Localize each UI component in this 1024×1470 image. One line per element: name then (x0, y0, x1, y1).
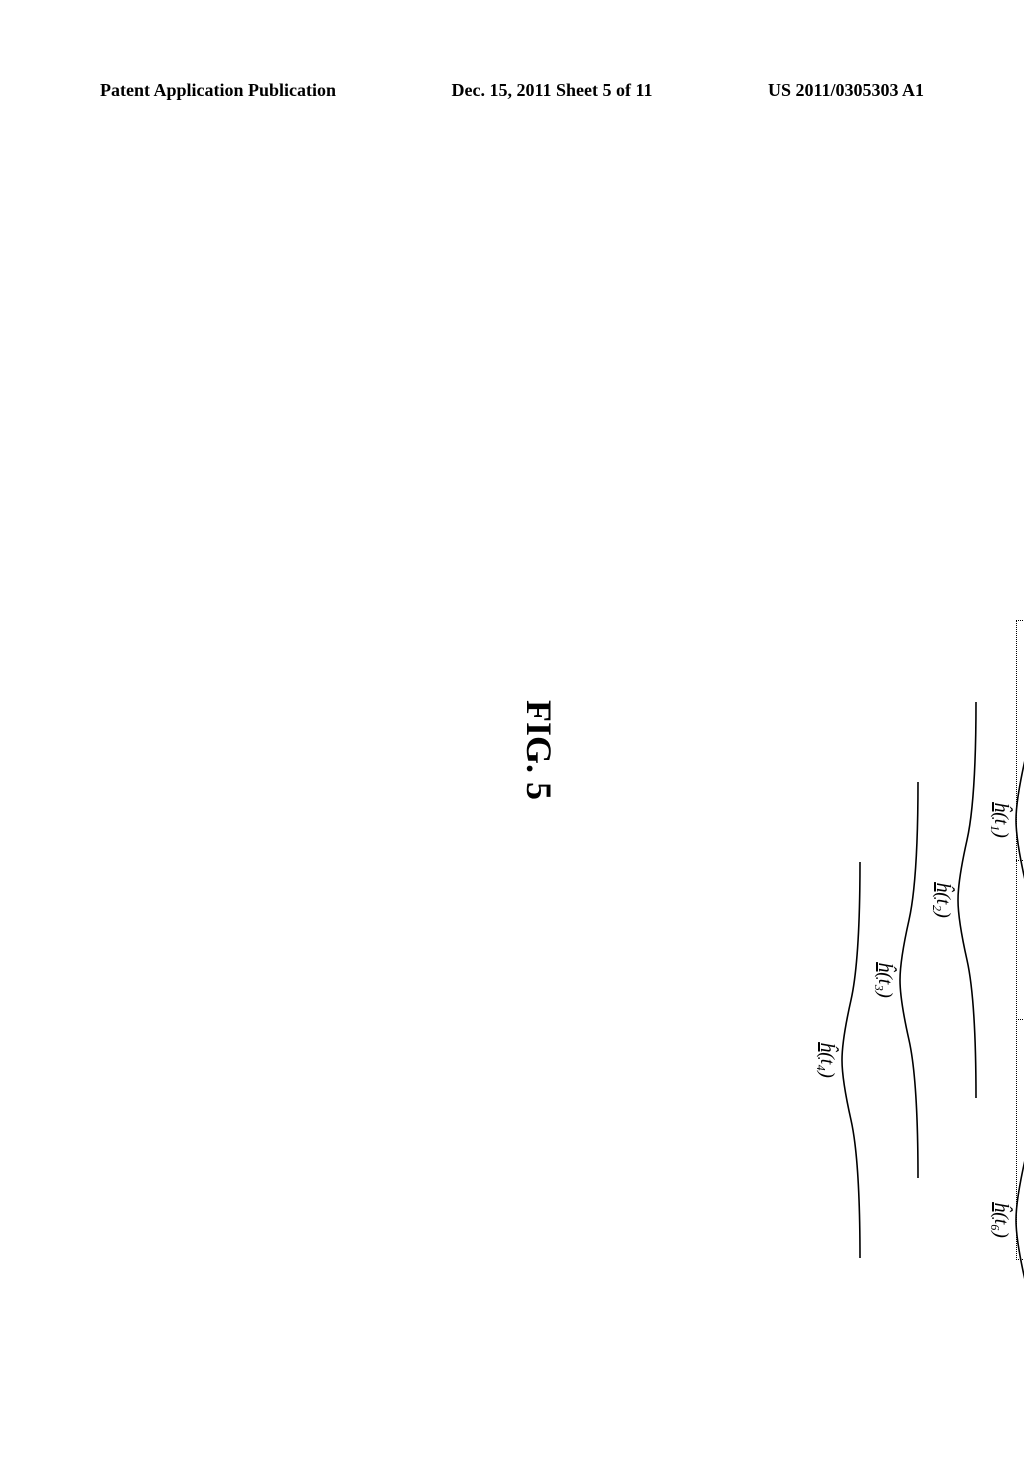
brace-group: ĥ(t₆) (989, 1020, 1024, 1420)
brace-label: ĥ(t₂) (931, 700, 954, 1100)
page-header: Patent Application Publication Dec. 15, … (100, 80, 924, 101)
diagram-canvas: 500 Window 105 Δ=0Δ=1Δ=2Δ=3Δ=4Δ=5Δ=6Δ=7Δ… (650, 540, 1024, 1420)
brace-label: ĥ(t₃) (873, 780, 896, 1180)
page: Patent Application Publication Dec. 15, … (0, 0, 1024, 1320)
figure-5-diagram: 500 Window 105 Δ=0Δ=1Δ=2Δ=3Δ=4Δ=5Δ=6Δ=7Δ… (650, 540, 1024, 1420)
brace-group: ĥ(t₃) (873, 780, 920, 1180)
brace-group: ĥ(t₄) (815, 860, 862, 1260)
header-left: Patent Application Publication (100, 80, 336, 101)
brace-label: ĥ(t₄) (815, 860, 838, 1260)
header-right: US 2011/0305303 A1 (768, 80, 924, 101)
brace-group: ĥ(t₁) (989, 620, 1024, 1020)
figure-caption: FIG. 5 (518, 700, 560, 800)
header-center: Dec. 15, 2011 Sheet 5 of 11 (452, 80, 653, 101)
brace-label: ĥ(t₆) (989, 1020, 1012, 1420)
brace-group: ĥ(t₂) (931, 700, 978, 1100)
brace-label: ĥ(t₁) (989, 620, 1012, 1020)
